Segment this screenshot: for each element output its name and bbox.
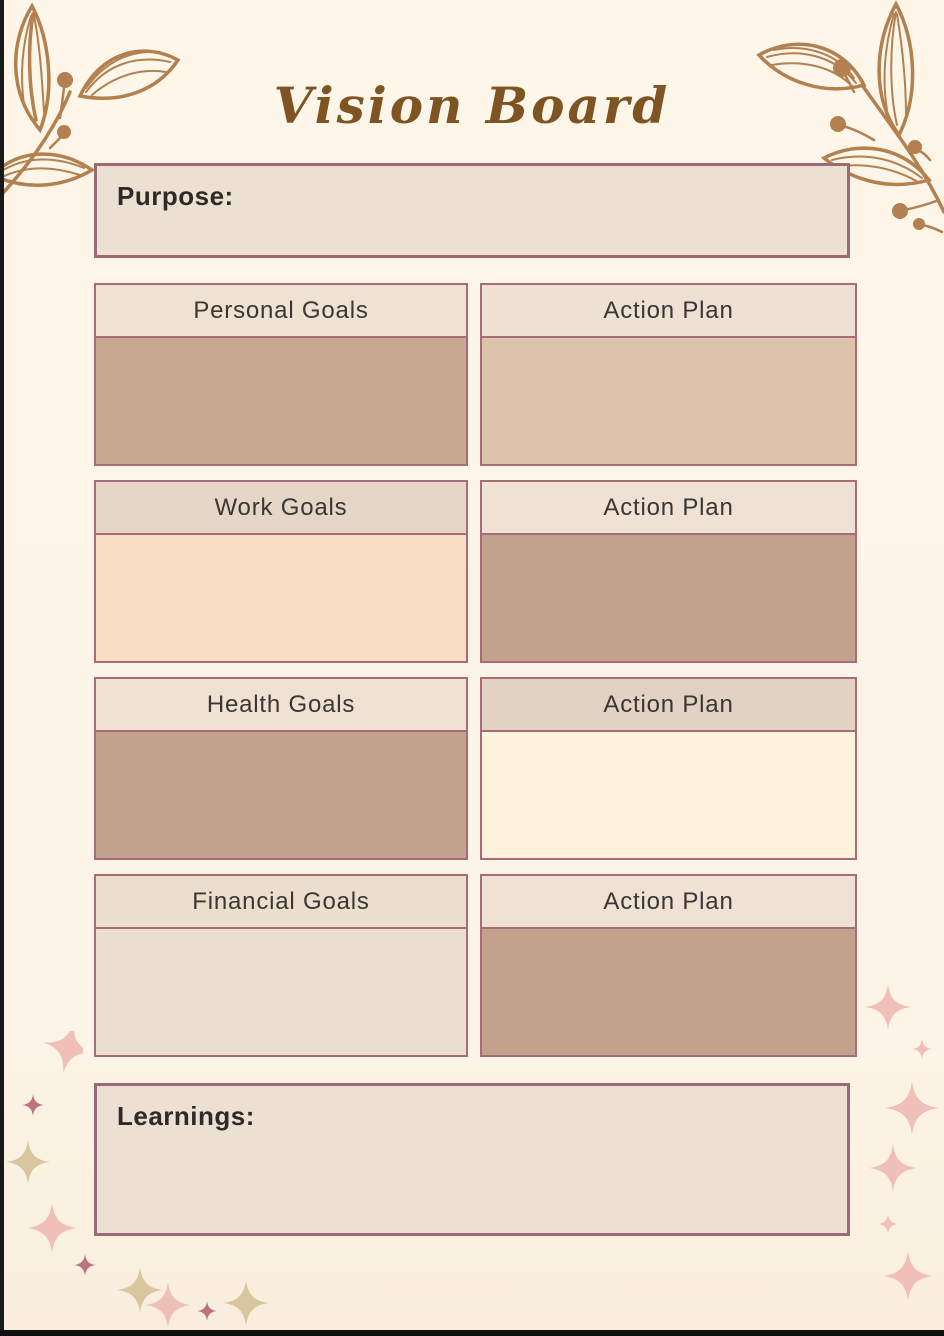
health-goals-title: Health Goals [206, 690, 356, 718]
screenshot-bottom-edge [0, 1330, 944, 1336]
work-goals-body [96, 535, 466, 661]
sparkle-icon [865, 984, 911, 1030]
sparkle-icon [869, 1144, 917, 1192]
health-goals-header: Health Goals [96, 679, 466, 732]
health-action-plan-body [482, 732, 855, 858]
work-action-plan-card: Action Plan [480, 480, 857, 663]
personal-goals-header: Personal Goals [96, 285, 466, 338]
work-action-plan-body [482, 535, 855, 661]
personal-action-plan-card: Action Plan [480, 283, 857, 466]
leaf-branch-icon [756, 0, 944, 234]
screenshot-left-edge [0, 0, 4, 1336]
financial-action-plan-title: Action Plan [603, 887, 734, 915]
health-action-plan-header: Action Plan [482, 679, 855, 732]
sparkle-icon [912, 1039, 932, 1059]
sparkle-icon [31, 1031, 83, 1083]
sparkle-icon [27, 1203, 77, 1253]
financial-goals-card: Financial Goals [94, 874, 468, 1057]
purpose-box: Purpose: [94, 163, 850, 258]
work-goals-title: Work Goals [214, 493, 348, 521]
page-title: Vision Board [273, 76, 671, 135]
sparkle-icon [145, 1282, 191, 1328]
financial-action-plan-card: Action Plan [480, 874, 857, 1057]
sparkle-icon [223, 1280, 269, 1326]
work-goals-header: Work Goals [96, 482, 466, 535]
work-goals-card: Work Goals [94, 480, 468, 663]
leaf-branch-icon [0, 2, 181, 199]
goals-board: Personal Goals Action Plan Work Goals Ac… [94, 283, 857, 1057]
personal-action-plan-header: Action Plan [482, 285, 855, 338]
health-action-plan-card: Action Plan [480, 677, 857, 860]
financial-goals-body [96, 929, 466, 1055]
learnings-label: Learnings: [117, 1101, 255, 1131]
sparkle-icon [22, 1094, 44, 1116]
personal-action-plan-title: Action Plan [603, 296, 734, 324]
health-goals-card: Health Goals [94, 677, 468, 860]
health-goals-body [96, 732, 466, 858]
personal-goals-title: Personal Goals [193, 296, 369, 324]
purpose-label: Purpose: [117, 181, 234, 211]
sparkle-icon [74, 1254, 96, 1276]
financial-goals-title: Financial Goals [192, 887, 370, 915]
financial-action-plan-header: Action Plan [482, 876, 855, 929]
learnings-box: Learnings: [94, 1083, 850, 1236]
personal-action-plan-body [482, 338, 855, 464]
sparkle-icon [6, 1140, 50, 1184]
health-action-plan-title: Action Plan [603, 690, 734, 718]
sparkle-icon [885, 1081, 939, 1135]
work-action-plan-title: Action Plan [603, 493, 734, 521]
work-action-plan-header: Action Plan [482, 482, 855, 535]
financial-action-plan-body [482, 929, 855, 1055]
financial-goals-header: Financial Goals [96, 876, 466, 929]
personal-goals-body [96, 338, 466, 464]
personal-goals-card: Personal Goals [94, 283, 468, 466]
sparkle-icon [883, 1251, 933, 1301]
sparkle-icon [878, 1214, 898, 1234]
sparkle-icon [197, 1301, 217, 1321]
